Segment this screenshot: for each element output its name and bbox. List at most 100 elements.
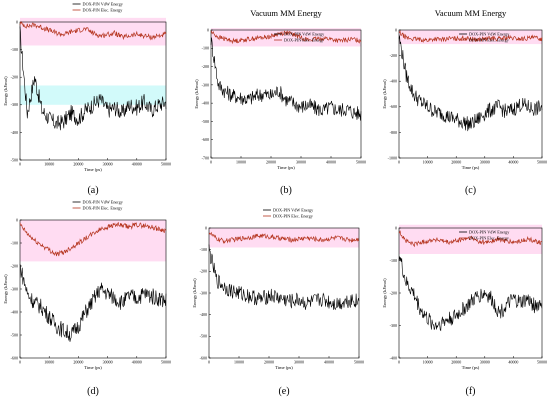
chart-panel-b: 0 -100 -200 -300 -400 -500 -600 -700 0 10000 20000… [183,0,367,200]
chart-b-ytick-label: -100 [202,46,209,51]
chart-f-legend-label: DOX-PIN Elec. Energy [469,235,510,240]
chart-c-ytick-label: -600 [390,104,397,109]
chart-d-legend-label: DOX-PIN Elec. Energy [83,205,124,210]
chart-a-ytick-label: -400 [11,130,18,135]
chart-c-ytick-label: -1000 [388,155,397,160]
chart-f-ytick-label: -400 [390,355,397,360]
chart-a-xtick-label: 50000 [161,162,171,167]
chart-e-xtick-label: 50000 [354,360,364,365]
chart-e-legend-label: DOX-PIN Elec. Energy [273,213,314,218]
chart-a-xtick-label: 0 [19,162,21,167]
chart-c-xtick-label: 50000 [537,160,547,165]
chart-f-ytick-label: -100 [390,258,397,263]
chart-e-series-vdw-line [208,244,360,311]
chart-c-svg: 0-200-400-600-800-10000 10000 20000 30000 40… [382,8,547,196]
chart-a-ytick-label: 0 [16,19,18,24]
chart-b-elec-band [211,28,361,47]
chart-c-panel-label: (c) [465,185,476,196]
chart-c-xtick-label: 20000 [451,160,461,165]
chart-a-ytick-label: -300 [11,102,18,107]
chart-b-series-elec-line [210,30,362,45]
chart-d-xtick-label: 40000 [132,360,142,365]
chart-e-xtick-label: 10000 [234,360,244,365]
chart-b-xtick-label: 0 [210,160,212,165]
chart-b-legend-label: DOX-PIN Elec. Energy [284,37,325,42]
chart-e-ytick-label: -200 [200,269,207,274]
chart-c-series-vdw-line [398,35,543,132]
chart-c-xtick-label: 0 [398,160,400,165]
chart-f-xtick-label: 0 [398,360,400,365]
chart-d-xtick-label: 0 [19,360,21,365]
chart-d-ytick-label: 0 [16,217,18,222]
chart-d-xtick-label: 30000 [103,360,113,365]
chart-f-svg: 0-100-200-300-4000 10000 20000 30000 40000 50… [382,224,547,397]
chart-e-panel-label: (e) [278,386,289,397]
chart-b-xtick-label: 10000 [236,160,246,165]
chart-d-ytick-label: -300 [11,286,18,291]
chart-f-ytick-label: -200 [390,290,397,295]
chart-f-elec-band [399,224,542,254]
chart-panel-d: 0 -100 -200 -300 -400 -500 -600 0 10000 20000 3000… [0,200,183,401]
chart-d-xtick-label: 10000 [44,360,54,365]
chart-f-xtick-label: 40000 [508,360,518,365]
chart-c-legend-label: DOX-PIN VdW Energy [469,31,510,36]
chart-b-ytick-label: -200 [202,64,209,69]
chart-c-xtick-label: 30000 [480,160,490,165]
chart-a-xlabel: Time (ps) [84,167,102,172]
chart-c-xtick-label: 10000 [423,160,433,165]
chart-b-panel-label: (b) [280,185,292,196]
chart-e-ytick-label: -300 [200,290,207,295]
chart-e-ytick-label: -600 [200,355,207,360]
chart-e-ytick-label: -500 [200,334,207,339]
chart-c-series-elec-line [398,29,543,43]
chart-d-series-elec-line [19,221,167,257]
chart-c-xlabel: Time (ps) [462,165,480,170]
chart-b-ytick-label: -300 [202,82,209,87]
chart-b-xtick-label: 50000 [356,160,366,165]
chart-d-series-vdw-line [19,264,167,342]
chart-a-ytick-label: -200 [11,75,18,80]
chart-f-ylabel: Energy (kJ/mol) [382,278,387,308]
chart-a-xtick-label: 30000 [103,162,113,167]
chart-b-legend-label: DOX-PIN VdW Energy [284,31,325,36]
chart-b-ylabel: Energy (kJ/mol) [194,79,199,109]
chart-a-legend-label: DOX-PIN Elec. Energy [83,7,124,12]
chart-b-series-vdw-line [210,37,362,121]
chart-e-xtick-label: 20000 [264,360,274,365]
chart-f-xtick-label: 30000 [480,360,490,365]
chart-a-ylabel: Energy (kJ/mol) [3,76,8,106]
chart-a-elec-band [20,17,166,46]
chart-e-legend-label: DOX-PIN VdW Energy [273,207,314,212]
chart-a-panel-label: (a) [87,185,98,196]
chart-c-ytick-label: 0 [395,27,397,32]
chart-b-ytick-label: -500 [202,119,209,124]
chart-e-xtick-label: 30000 [294,360,304,365]
chart-d-xtick-label: 50000 [161,360,171,365]
chart-c-ytick-label: -800 [390,130,397,135]
chart-d-ylabel: Energy (kJ/mol) [3,274,8,304]
chart-a-vdw-band [20,85,166,105]
chart-a-series-vdw-line [19,26,167,131]
chart-b-xtick-label: 40000 [326,160,336,165]
chart-e-xlabel: Time (ps) [275,365,293,370]
chart-f-series-vdw-line [398,256,543,332]
chart-c-xtick-label: 40000 [508,160,518,165]
chart-a-frame [19,21,167,161]
chart-b-ytick-label: -400 [202,101,209,106]
chart-b-ytick-label: -700 [202,155,209,160]
chart-b-ytick-label: -600 [202,137,209,142]
chart-panel-a: 0 -100 -200 -300 -400 -500 0 10000 20000 30000 400… [0,0,183,200]
chart-c-ytick-label: -400 [390,79,397,84]
chart-c-frame [398,29,543,159]
chart-d-ytick-label: -100 [11,240,18,245]
chart-e-ytick-label: -100 [200,247,207,252]
chart-e-ytick-label: 0 [205,225,207,230]
chart-c-ylabel: Energy (kJ/mol) [382,79,387,109]
chart-a-legend-label: DOX-PIN VdW Energy [83,1,124,6]
chart-b-xtick-label: 20000 [266,160,276,165]
chart-panel-c: 0 -200 -400 -600 -800 -1000 0 10000 20000 30000 40… [367,0,550,200]
chart-f-panel-label: (f) [466,386,476,397]
